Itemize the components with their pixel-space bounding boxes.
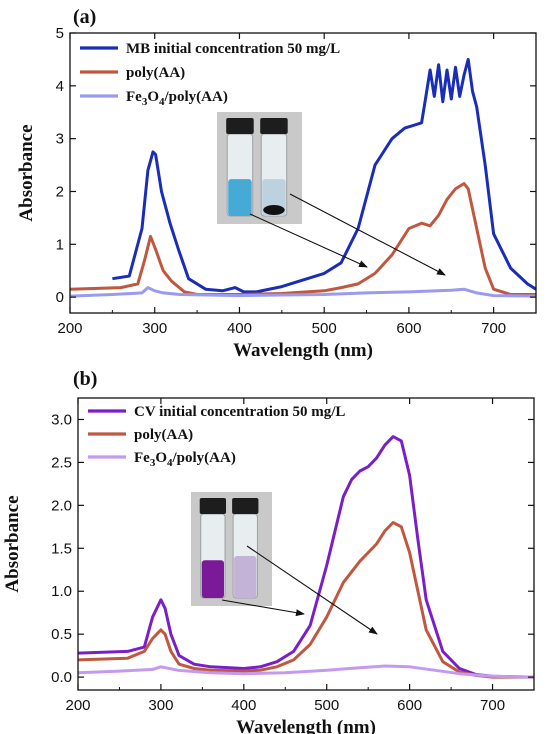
y-tick-label: 3: [56, 131, 64, 148]
y-tick-label: 0.5: [51, 626, 72, 643]
vial-liquid-0: [228, 179, 252, 216]
y-axis-title: Absorbance: [16, 124, 37, 221]
x-tick-label: 300: [142, 320, 167, 337]
x-axis-title: Wavelength (nm): [233, 340, 373, 361]
legend-label-2: Fe3O4/poly(AA): [134, 450, 236, 469]
pointer-arrow-0: [249, 213, 368, 268]
x-tick-label: 200: [65, 697, 90, 714]
pointer-arrow-1: [246, 545, 378, 635]
series-line-2: [70, 286, 536, 298]
vial-photo-inset: [191, 492, 272, 606]
y-tick-label: 0.0: [51, 669, 72, 686]
y-axis-title: Absorbance: [2, 495, 23, 592]
panel-label: (b): [73, 368, 97, 390]
vial-cap-1: [232, 498, 259, 514]
vial-cap-0: [199, 498, 227, 514]
x-tick-label: 700: [480, 697, 505, 714]
x-tick-label: 400: [231, 697, 256, 714]
x-axis-title: Wavelength (nm): [236, 717, 376, 734]
y-tick-label: 2.0: [51, 497, 72, 514]
chart-panel-0: 200 300 400 500 600 700 0 1 2 3 4 5 Wavelength (nm) A…: [16, 6, 537, 361]
plot-frame: [77, 397, 535, 691]
chart-panel-1: 200 300 400 500 600 700 0.0 0.5 1.0 1.5 2.0 2.5 3.0 W…: [2, 368, 535, 734]
series-line-0: [78, 435, 534, 679]
legend: MB initial concentration 50 mg/L poly(AA)…: [80, 41, 340, 108]
x-tick-label: 200: [57, 320, 82, 337]
series-line-1: [78, 521, 534, 679]
y-tick-label: 5: [56, 25, 64, 42]
x-tick-label: 300: [148, 697, 173, 714]
y-tick-label: 0: [56, 289, 64, 306]
vial-photo-inset: [217, 112, 302, 224]
series-line-2: [78, 664, 534, 679]
x-tick-label: 600: [397, 697, 422, 714]
vial-liquid-0: [201, 560, 225, 598]
y-tick-label: 4: [56, 78, 64, 95]
y-tick-label: 1.5: [51, 540, 72, 557]
vial-cap-1: [260, 118, 288, 134]
y-tick-label: 1: [56, 236, 64, 253]
x-tick-label: 500: [314, 697, 339, 714]
legend-label-0: CV initial concentration 50 mg/L: [134, 404, 345, 420]
panel-label: (a): [73, 6, 96, 28]
pointer-arrow-1: [289, 193, 446, 276]
magnetic-sediment: [263, 205, 285, 215]
vial-liquid-1: [234, 556, 257, 598]
y-tick-label: 2: [56, 183, 64, 200]
series-line-0: [112, 57, 536, 294]
x-tick-label: 600: [396, 320, 421, 337]
y-tick-label: 1.0: [51, 583, 72, 600]
legend: CV initial concentration 50 mg/L poly(AA)…: [88, 404, 345, 469]
legend-label-1: poly(AA): [126, 65, 185, 81]
x-tick-label: 400: [227, 320, 252, 337]
x-tick-label: 500: [312, 320, 337, 337]
series-line-1: [70, 182, 536, 296]
plot-frame: [69, 32, 537, 314]
pointer-arrow-0: [221, 599, 305, 617]
y-tick-label: 3.0: [51, 411, 72, 428]
vial-cap-0: [226, 118, 254, 134]
legend-label-2: Fe3O4/poly(AA): [126, 89, 228, 108]
x-tick-label: 700: [481, 320, 506, 337]
y-tick-label: 2.5: [51, 454, 72, 471]
legend-label-1: poly(AA): [134, 427, 193, 443]
legend-label-0: MB initial concentration 50 mg/L: [126, 41, 340, 57]
